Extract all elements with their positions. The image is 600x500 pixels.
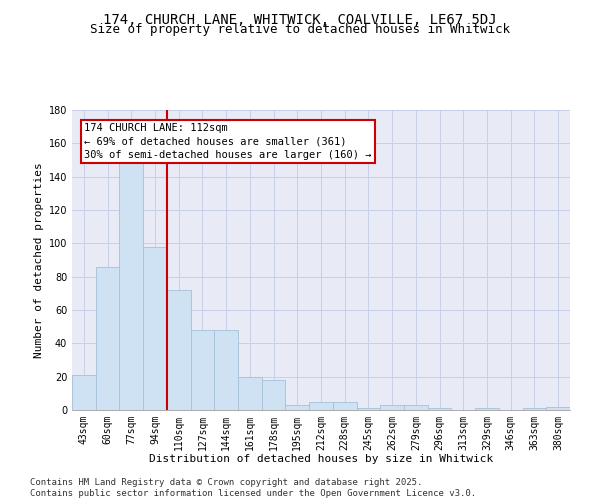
- Text: 174 CHURCH LANE: 112sqm
← 69% of detached houses are smaller (361)
30% of semi-d: 174 CHURCH LANE: 112sqm ← 69% of detache…: [85, 124, 372, 160]
- Bar: [262, 380, 286, 410]
- Bar: [333, 402, 356, 410]
- Bar: [380, 405, 404, 410]
- Bar: [214, 330, 238, 410]
- Bar: [523, 408, 546, 410]
- Bar: [119, 160, 143, 410]
- Y-axis label: Number of detached properties: Number of detached properties: [34, 162, 44, 358]
- Bar: [286, 405, 309, 410]
- Bar: [356, 408, 380, 410]
- Text: Size of property relative to detached houses in Whitwick: Size of property relative to detached ho…: [90, 22, 510, 36]
- X-axis label: Distribution of detached houses by size in Whitwick: Distribution of detached houses by size …: [149, 454, 493, 464]
- Bar: [96, 266, 119, 410]
- Bar: [404, 405, 428, 410]
- Bar: [475, 408, 499, 410]
- Text: Contains HM Land Registry data © Crown copyright and database right 2025.
Contai: Contains HM Land Registry data © Crown c…: [30, 478, 476, 498]
- Bar: [546, 406, 570, 410]
- Text: 174, CHURCH LANE, WHITWICK, COALVILLE, LE67 5DJ: 174, CHURCH LANE, WHITWICK, COALVILLE, L…: [103, 12, 497, 26]
- Bar: [167, 290, 191, 410]
- Bar: [72, 375, 96, 410]
- Bar: [191, 330, 214, 410]
- Bar: [143, 246, 167, 410]
- Bar: [238, 376, 262, 410]
- Bar: [309, 402, 333, 410]
- Bar: [428, 408, 451, 410]
